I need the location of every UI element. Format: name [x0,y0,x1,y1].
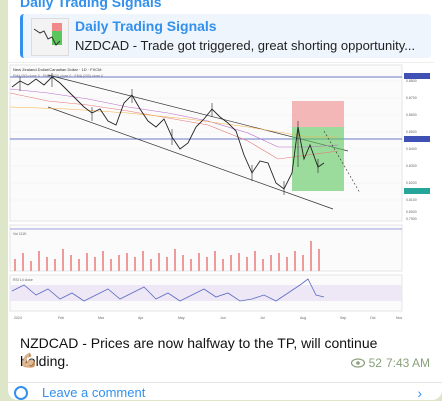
svg-text:0.8400: 0.8400 [406,147,417,151]
message-caption: NZDCAD - Prices are now halfway to the T… [20,335,378,369]
message-meta: 52 7:43 AM [350,356,430,370]
svg-text:Jun: Jun [220,316,226,320]
ema-line-3 [9,106,338,138]
stop-loss-zone [292,101,344,127]
svg-text:Sep: Sep [340,316,346,320]
reply-preview[interactable]: Daily Trading Signals NZDCAD - Trade got… [20,14,431,58]
price-tag-green [404,188,430,194]
svg-text:May: May [178,316,185,320]
chart-subheader: EMA (50) close 0 · EMA (100) close 0 · E… [13,74,103,78]
comment-divider [8,382,442,383]
svg-text:0.8700: 0.8700 [406,96,417,100]
svg-text:Oct: Oct [370,316,375,320]
ema-line-2 [9,88,339,148]
svg-text:Apr: Apr [138,316,144,320]
svg-text:Feb: Feb [58,316,64,320]
candles [19,73,319,195]
price-tag-mid [404,136,430,142]
svg-text:Jul: Jul [260,316,265,320]
svg-text:0.8500: 0.8500 [406,130,417,134]
reply-thumbnail [31,18,69,56]
svg-text:0.8300: 0.8300 [406,164,417,168]
volume-label: Vol 111K [13,232,27,236]
ema-line-1 [9,92,339,160]
svg-text:0.8000: 0.8000 [406,210,417,214]
trading-chart: New Zealand Dollar/Canadian Dollar · 1D … [8,63,434,328]
price-axis: 0.8800 0.8700 0.8600 0.8500 0.8400 0.830… [406,79,417,221]
svg-text:0.8800: 0.8800 [406,79,417,83]
rsi-label: RSI 14 close [13,278,33,282]
svg-text:Aug: Aug [300,316,306,320]
leave-comment-button[interactable]: Leave a comment › [14,385,434,401]
time-axis: 2024 Feb Mar Apr May Jun Jul Aug Sep Oct… [14,316,402,320]
views-count: 52 [368,356,382,370]
channel-lower [47,106,334,210]
rsi-band [10,285,402,301]
chart-image[interactable]: New Zealand Dollar/Canadian Dollar · 1D … [8,62,434,328]
reply-text: NZDCAD - Trade got triggered, great shor… [75,38,416,53]
volume-bars [14,241,320,271]
flexed-biceps-emoji: 💪🏼 [20,352,38,368]
comment-label: Leave a comment [42,385,146,400]
svg-text:2024: 2024 [14,316,22,320]
svg-text:Mar: Mar [98,316,105,320]
comment-icon [14,385,28,400]
svg-text:0.7900: 0.7900 [406,217,417,221]
svg-text:0.8200: 0.8200 [406,181,417,185]
rsi-line [11,278,325,302]
svg-text:0.8600: 0.8600 [406,113,417,117]
chevron-right-icon: › [417,385,422,401]
chart-header: New Zealand Dollar/Canadian Dollar · 1D … [13,67,101,72]
svg-text:Nov: Nov [396,316,402,320]
reply-title: Daily Trading Signals [75,18,217,34]
price-tag-top [404,73,430,79]
views-eye-icon [350,358,365,368]
message-time: 7:43 AM [385,356,430,370]
channel-title[interactable]: Daily Trading Signals [20,0,162,10]
svg-text:0.8100: 0.8100 [406,198,417,202]
